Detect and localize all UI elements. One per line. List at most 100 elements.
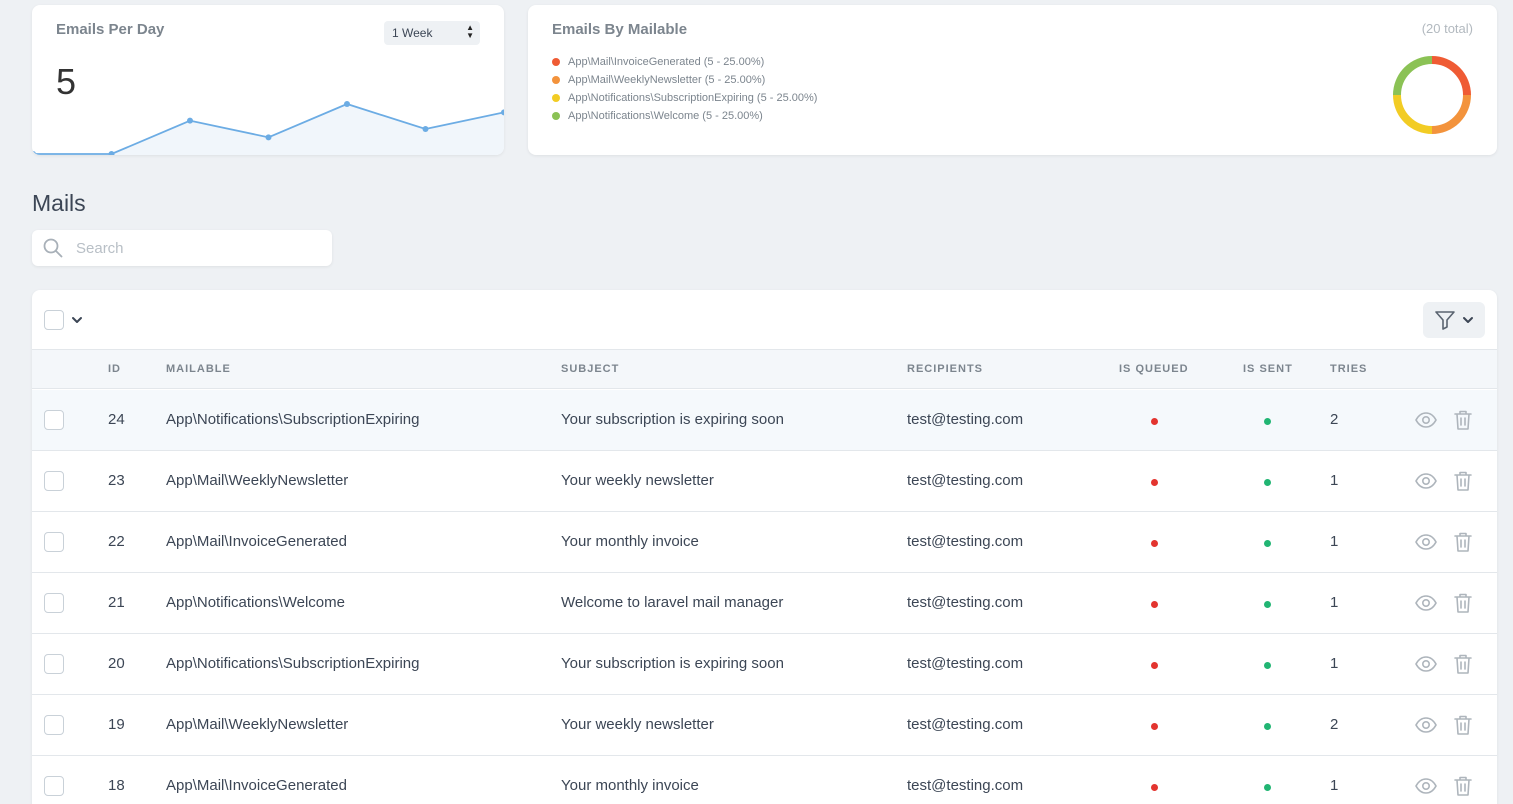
cell-recipients: test@testing.com (907, 472, 1024, 489)
eye-icon[interactable] (1414, 713, 1438, 737)
range-select[interactable]: 1 Week ▲ ▼ (384, 21, 480, 45)
mailable-legend: App\Mail\InvoiceGenerated (5 - 25.00%) A… (552, 53, 817, 125)
chevron-down-icon[interactable] (70, 313, 84, 327)
cell-recipients: test@testing.com (907, 411, 1024, 428)
cell-mailable: App\Notifications\Welcome (166, 594, 345, 611)
row-checkbox[interactable] (44, 471, 64, 491)
table-row[interactable]: 23 App\Mail\WeeklyNewsletter Your weekly n… (32, 451, 1497, 512)
queued-status-dot (1151, 479, 1158, 486)
cell-tries: 1 (1330, 533, 1339, 550)
emails-per-day-count: 5 (56, 61, 77, 102)
eye-icon[interactable] (1414, 591, 1438, 615)
filter-icon (1435, 311, 1455, 330)
column-header-is-sent[interactable]: IS SENT (1243, 363, 1293, 375)
legend-dot (552, 76, 560, 84)
table-toolbar (32, 290, 1497, 350)
sent-status-dot (1264, 784, 1271, 791)
legend-item: App\Mail\WeeklyNewsletter (5 - 25.00%) (552, 71, 817, 89)
queued-status-dot (1151, 540, 1158, 547)
table-row[interactable]: 20 App\Notifications\SubscriptionExpiring… (32, 634, 1497, 695)
eye-icon[interactable] (1414, 469, 1438, 493)
emails-per-day-title: Emails Per Day (56, 21, 165, 38)
cell-subject: Your weekly newsletter (561, 472, 714, 489)
sent-status-dot (1264, 540, 1271, 547)
column-header-id[interactable]: ID (108, 363, 121, 375)
legend-label: App\Mail\InvoiceGenerated (5 - 25.00%) (568, 56, 765, 68)
donut-slice (1393, 56, 1433, 96)
cell-recipients: test@testing.com (907, 716, 1024, 733)
sent-status-dot (1264, 723, 1271, 730)
row-checkbox[interactable] (44, 654, 64, 674)
trash-icon[interactable] (1451, 591, 1475, 615)
legend-label: App\Notifications\SubscriptionExpiring (… (568, 92, 818, 104)
cell-mailable: App\Notifications\SubscriptionExpiring (166, 655, 420, 672)
table-row[interactable]: 18 App\Mail\InvoiceGenerated Your monthly … (32, 756, 1497, 804)
column-header-mailable[interactable]: MAILABLE (166, 363, 231, 375)
select-all-checkbox[interactable] (44, 310, 64, 330)
eye-icon[interactable] (1414, 652, 1438, 676)
cell-id: 22 (108, 533, 125, 550)
cell-tries: 2 (1330, 716, 1339, 733)
cell-tries: 2 (1330, 411, 1339, 428)
emails-total: (20 total) (1421, 21, 1473, 36)
legend-label: App\Mail\WeeklyNewsletter (5 - 25.00%) (568, 74, 766, 86)
cell-mailable: App\Mail\WeeklyNewsletter (166, 716, 349, 733)
trash-icon[interactable] (1451, 469, 1475, 493)
filter-button[interactable] (1423, 302, 1485, 338)
donut-slice (1393, 94, 1433, 134)
cell-subject: Your weekly newsletter (561, 716, 714, 733)
eye-icon[interactable] (1414, 408, 1438, 432)
search-input[interactable] (76, 230, 326, 266)
cell-subject: Your monthly invoice (561, 777, 699, 794)
trash-icon[interactable] (1451, 408, 1475, 432)
column-header-subject[interactable]: SUBJECT (561, 363, 620, 375)
table-row[interactable]: 24 App\Notifications\SubscriptionExpiring… (32, 390, 1497, 451)
cell-tries: 1 (1330, 655, 1339, 672)
trash-icon[interactable] (1451, 652, 1475, 676)
cell-id: 20 (108, 655, 125, 672)
cell-tries: 1 (1330, 777, 1339, 794)
column-header-is-queued[interactable]: IS QUEUED (1119, 363, 1189, 375)
trash-icon[interactable] (1451, 713, 1475, 737)
row-checkbox[interactable] (44, 593, 64, 613)
cell-mailable: App\Mail\InvoiceGenerated (166, 777, 347, 794)
column-header-tries[interactable]: TRIES (1330, 363, 1368, 375)
cell-recipients: test@testing.com (907, 655, 1024, 672)
eye-icon[interactable] (1414, 774, 1438, 798)
legend-item: App\Notifications\Welcome (5 - 25.00%) (552, 107, 817, 125)
search-icon (43, 238, 63, 258)
trash-icon[interactable] (1451, 774, 1475, 798)
row-checkbox[interactable] (44, 715, 64, 735)
sent-status-dot (1264, 601, 1271, 608)
sparkline-point (187, 117, 193, 124)
eye-icon[interactable] (1414, 530, 1438, 554)
table-row[interactable]: 21 App\Notifications\Welcome Welcome to la… (32, 573, 1497, 634)
cell-recipients: test@testing.com (907, 594, 1024, 611)
cell-mailable: App\Notifications\SubscriptionExpiring (166, 411, 420, 428)
cell-id: 24 (108, 411, 125, 428)
mails-heading: Mails (32, 190, 86, 216)
table-header: ID MAILABLE SUBJECT RECIPIENTS IS QUEUED… (32, 350, 1497, 389)
queued-status-dot (1151, 784, 1158, 791)
cell-subject: Your subscription is expiring soon (561, 411, 784, 428)
chevron-down-icon (1463, 317, 1473, 323)
table-row[interactable]: 22 App\Mail\InvoiceGenerated Your monthly … (32, 512, 1497, 573)
sparkline-point (265, 134, 272, 141)
row-checkbox[interactable] (44, 776, 64, 796)
emails-by-mailable-card: Emails By Mailable (20 total) App\Mail\I… (528, 5, 1497, 155)
queued-status-dot (1151, 723, 1158, 730)
cell-id: 21 (108, 594, 125, 611)
table-row[interactable]: 19 App\Mail\WeeklyNewsletter Your weekly n… (32, 695, 1497, 756)
row-checkbox[interactable] (44, 410, 64, 430)
sparkline-point (422, 126, 429, 132)
legend-item: App\Mail\InvoiceGenerated (5 - 25.00%) (552, 53, 817, 71)
sent-status-dot (1264, 418, 1271, 425)
donut-slice (1431, 94, 1471, 134)
queued-status-dot (1151, 601, 1158, 608)
legend-dot (552, 58, 560, 66)
trash-icon[interactable] (1451, 530, 1475, 554)
row-checkbox[interactable] (44, 532, 64, 552)
column-header-recipients[interactable]: RECIPIENTS (907, 363, 984, 375)
cell-subject: Your monthly invoice (561, 533, 699, 550)
legend-dot (552, 112, 560, 120)
